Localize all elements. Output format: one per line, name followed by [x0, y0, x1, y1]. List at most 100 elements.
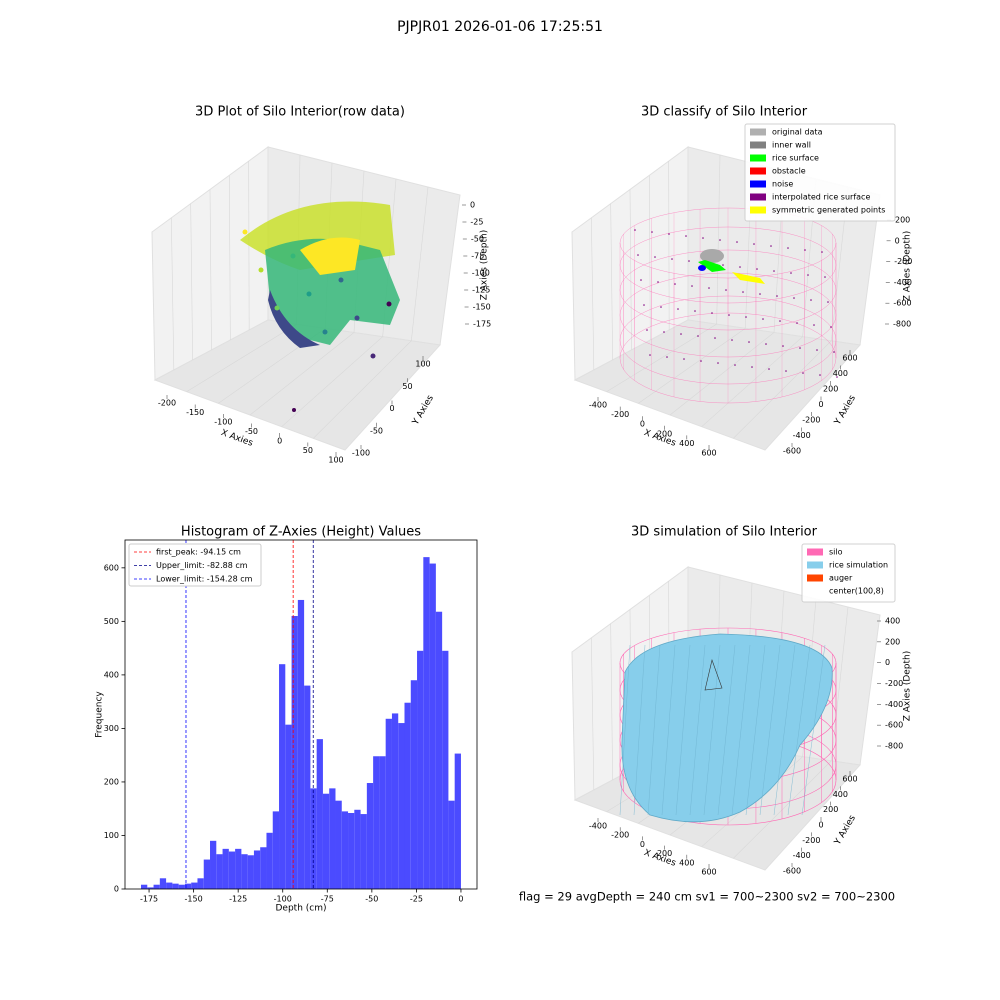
rice-surface	[621, 633, 833, 823]
grid-point	[714, 337, 716, 339]
hist-bar	[360, 814, 367, 889]
legend-swatch	[750, 180, 766, 188]
cloud-dot	[258, 267, 264, 273]
cloud-dot	[322, 329, 328, 335]
grid-point	[643, 304, 645, 306]
y-tick-label: -200	[802, 836, 820, 845]
mesh-line	[689, 644, 706, 816]
y-tick-label: 600	[842, 775, 857, 784]
y-tick-label: 100	[415, 360, 430, 369]
grid-point	[753, 243, 755, 245]
axes-3d: 3D Plot of Silo Interior(row data) -200 -1…	[151, 105, 491, 465]
legend-label: original data	[772, 128, 823, 137]
hist-bar	[235, 848, 242, 889]
pane-grid	[281, 336, 383, 427]
x-tick-label: 600	[701, 449, 716, 458]
z-tick-label: -50	[471, 235, 484, 244]
legend-box	[744, 123, 896, 222]
legend-label: Upper_limit: -82.88 cm	[156, 561, 248, 570]
grid-point	[836, 376, 838, 378]
legend-label: Lower_limit: -154.28 cm	[156, 575, 253, 584]
z-tick-label: -400	[885, 700, 903, 709]
grid-point	[759, 293, 761, 295]
cloud-dot	[354, 315, 360, 321]
mesh-line	[661, 644, 676, 816]
hist-bar	[184, 883, 192, 889]
mesh-line	[731, 644, 751, 816]
hist-bar	[329, 788, 336, 889]
grid-point	[745, 316, 747, 318]
cloud-dot	[290, 253, 296, 259]
axes-histogram: Histogram of Z-Axies (Height) Values -175…	[95, 525, 478, 914]
grid-point	[762, 318, 764, 320]
pane-grid	[701, 336, 803, 427]
hist-bar	[153, 884, 160, 889]
x-tick-label: -200	[158, 399, 176, 408]
y-tick-label: -600	[783, 867, 801, 876]
hist-bar	[379, 756, 386, 889]
z-tick-label: -75	[471, 252, 484, 261]
y-tick-label: 500	[104, 617, 119, 626]
hist-bar	[266, 832, 273, 889]
legend-label: rice surface	[772, 154, 819, 163]
z-tick-label: -150	[473, 303, 491, 312]
legend-swatch	[750, 193, 766, 201]
grid-point	[646, 329, 648, 331]
legend-label: first_peak: -94.15 cm	[156, 548, 241, 557]
hist-bar	[247, 855, 254, 889]
axes-title: Histogram of Z-Axies (Height) Values	[181, 525, 421, 540]
grid-point	[663, 331, 665, 333]
grid-point	[674, 283, 676, 285]
z-tick-label: 200	[885, 637, 900, 646]
grid-point	[634, 229, 636, 231]
hist-bar	[272, 811, 280, 889]
hist-bar	[159, 878, 167, 889]
hist-bar	[197, 878, 204, 889]
x-tick-label: -50	[365, 895, 378, 904]
x-tick-label: -400	[589, 401, 607, 410]
hist-bar	[216, 854, 223, 889]
mesh-line	[717, 644, 736, 816]
z-tick-label: -600	[893, 299, 911, 308]
y-tick-label: 200	[823, 385, 838, 394]
hist-bar	[260, 847, 267, 889]
mesh-line	[647, 644, 661, 816]
hist-bar	[417, 650, 424, 889]
z-axis-label: Z Axies (Depth)	[903, 651, 913, 722]
pane-grid	[186, 323, 297, 392]
grid-point	[731, 339, 733, 341]
z-tick-label: -125	[472, 286, 490, 295]
suptitle: PJPJR01 2026-01-06 17:25:51	[397, 19, 603, 35]
grid-point	[717, 362, 719, 364]
pane-grid	[610, 623, 613, 781]
y-tick-label: 200	[104, 777, 119, 786]
z-axis-label: Z Axies (Depth)	[903, 231, 913, 302]
y-tick-label: 400	[833, 790, 848, 799]
grid-point	[739, 266, 741, 268]
x-tick-label: 0	[640, 420, 645, 429]
x-tick-label: 50	[303, 446, 313, 455]
axes-title: 3D classify of Silo Interior	[641, 105, 808, 120]
y-tick-label: 50	[402, 382, 412, 391]
grid-point	[799, 347, 801, 349]
outlier-dot	[292, 408, 296, 412]
legend-label: noise	[772, 180, 793, 189]
grid-point	[793, 297, 795, 299]
grid-point	[677, 308, 679, 310]
grid-point	[680, 333, 682, 335]
grid-point	[654, 256, 656, 258]
pane-grid	[669, 332, 775, 416]
grid-point	[694, 310, 696, 312]
z-tick-label: -175	[473, 320, 491, 329]
mesh-line	[759, 644, 781, 816]
x-tick-label: -200	[611, 831, 629, 840]
x-axis-label: Depth (cm)	[275, 904, 326, 914]
legend-swatch	[750, 154, 766, 162]
legend-label: interpolated rice surface	[772, 193, 870, 202]
y-tick-label: -50	[370, 426, 383, 435]
pane-grid	[629, 189, 632, 351]
mesh-line	[675, 644, 691, 816]
pane-grid	[229, 175, 231, 341]
hist-bar	[147, 887, 154, 889]
grid-point	[833, 351, 835, 353]
